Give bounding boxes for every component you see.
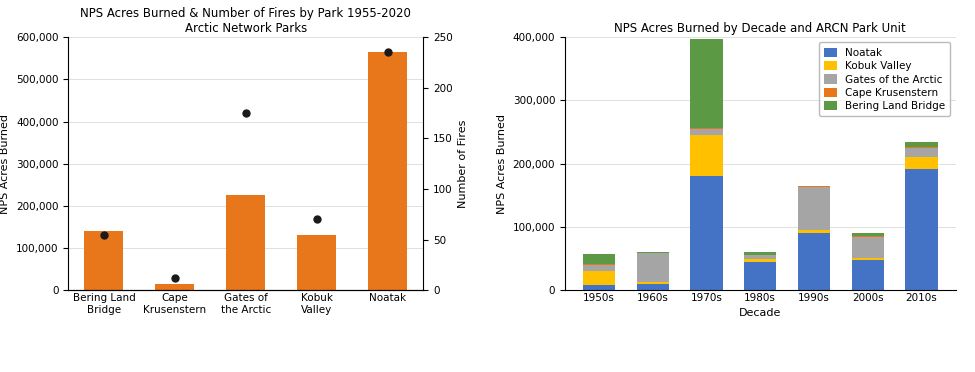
Bar xyxy=(155,284,194,290)
Point xyxy=(97,231,112,237)
Legend: Noatak, Kobuk Valley, Gates of the Arctic, Cape Krusenstern, Bering Land Bridge: Noatak, Kobuk Valley, Gates of the Arcti… xyxy=(819,42,951,116)
Y-axis label: Number of Fires: Number of Fires xyxy=(458,119,468,208)
Bar xyxy=(906,147,938,148)
Bar xyxy=(637,252,669,253)
Bar xyxy=(297,235,336,290)
Bar xyxy=(906,148,938,157)
Bar xyxy=(690,135,722,176)
Bar xyxy=(798,230,830,233)
Point xyxy=(238,110,254,116)
Bar xyxy=(798,187,830,230)
Title: NPS Acres Burned & Number of Fires by Park 1955-2020
Arctic Network Parks: NPS Acres Burned & Number of Fires by Pa… xyxy=(80,7,411,35)
Bar xyxy=(906,169,938,290)
Bar xyxy=(637,284,669,290)
Bar xyxy=(798,233,830,290)
X-axis label: Decade: Decade xyxy=(739,308,781,318)
Bar xyxy=(690,176,722,290)
Bar xyxy=(583,271,615,285)
Bar xyxy=(852,237,884,258)
Bar xyxy=(583,264,615,265)
Y-axis label: NPS Acres Burned: NPS Acres Burned xyxy=(0,114,11,214)
Bar xyxy=(583,254,615,264)
Bar xyxy=(744,255,776,259)
Bar xyxy=(690,128,722,129)
Bar xyxy=(583,265,615,271)
Bar xyxy=(906,157,938,169)
Y-axis label: NPS Acres Burned: NPS Acres Burned xyxy=(497,114,507,214)
Point xyxy=(380,49,396,55)
Bar xyxy=(852,258,884,260)
Bar xyxy=(798,186,830,187)
Bar xyxy=(637,253,669,282)
Bar xyxy=(226,195,265,290)
Bar xyxy=(744,252,776,255)
Bar xyxy=(852,260,884,290)
Bar xyxy=(690,39,722,128)
Bar xyxy=(690,129,722,135)
Bar xyxy=(906,141,938,147)
Point xyxy=(309,217,325,222)
Point xyxy=(167,275,182,281)
Bar xyxy=(85,231,124,290)
Bar xyxy=(744,262,776,290)
Bar xyxy=(852,233,884,237)
Title: NPS Acres Burned by Decade and ARCN Park Unit: NPS Acres Burned by Decade and ARCN Park… xyxy=(614,22,906,35)
Bar xyxy=(744,259,776,262)
Bar xyxy=(583,285,615,290)
Bar xyxy=(369,52,408,290)
Bar xyxy=(637,282,669,284)
